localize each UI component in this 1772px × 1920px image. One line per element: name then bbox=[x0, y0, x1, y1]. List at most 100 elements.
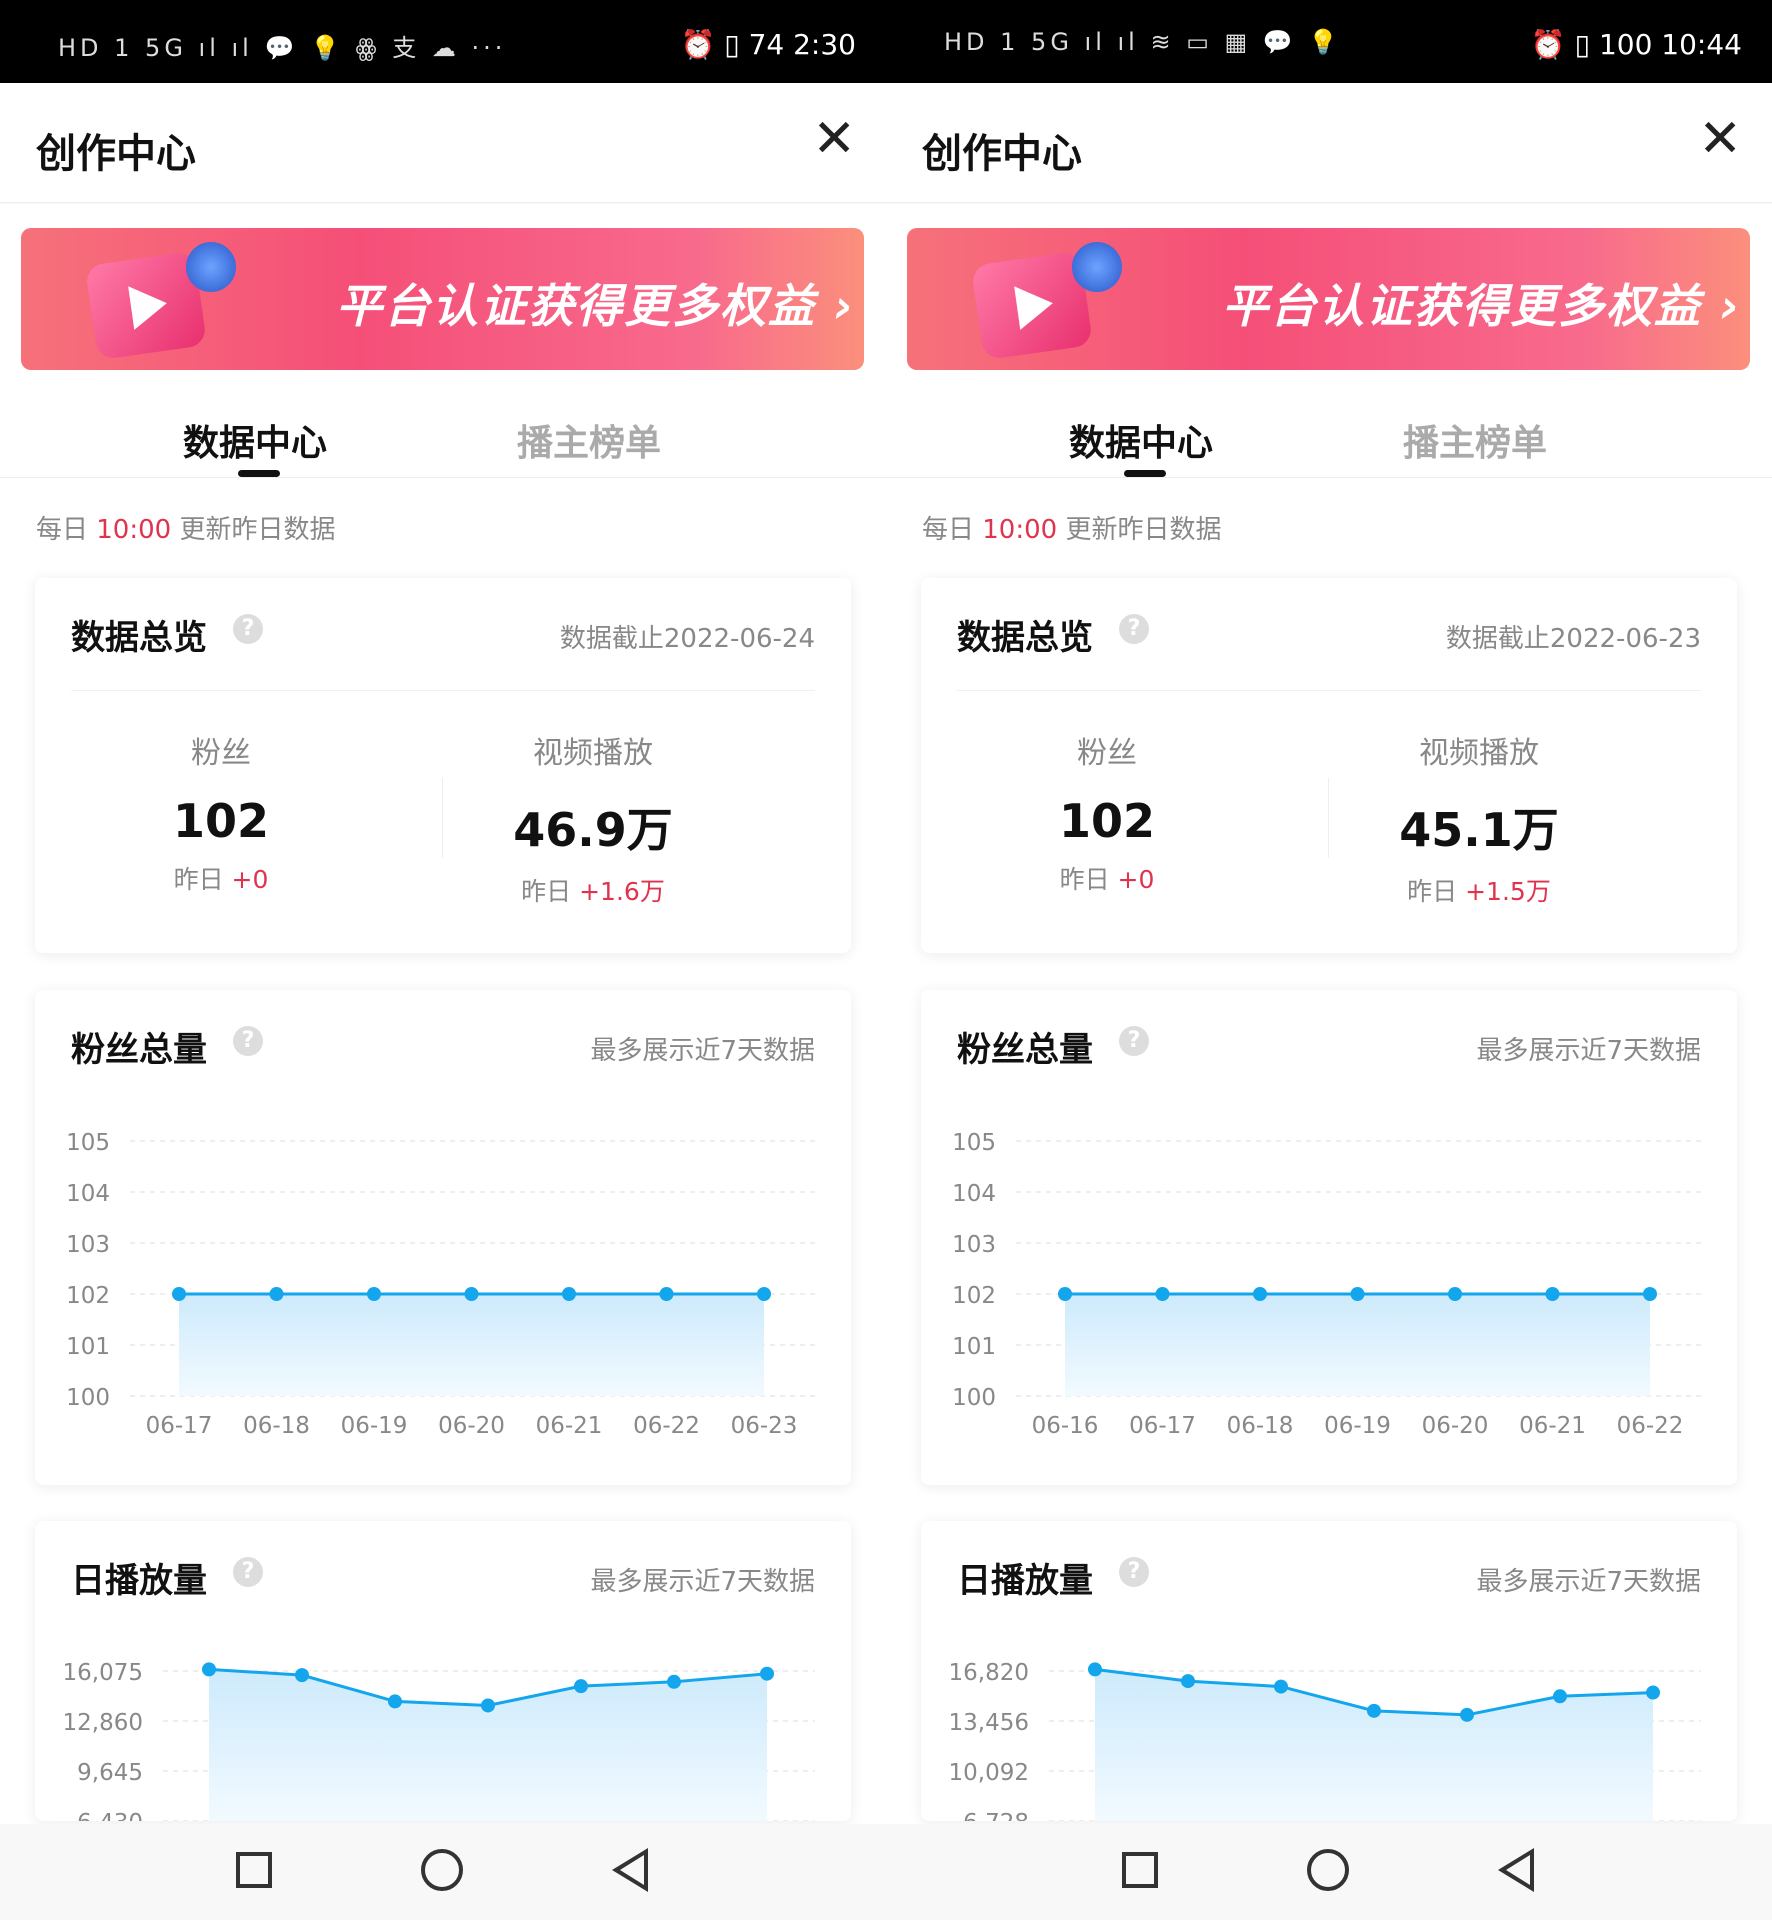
certification-banner[interactable]: 平台认证获得更多权益 › bbox=[907, 228, 1750, 370]
clock: 2:30 bbox=[793, 28, 856, 61]
battery-level: 100 bbox=[1598, 28, 1653, 61]
delta-label: 昨日 bbox=[173, 865, 232, 894]
home-icon[interactable] bbox=[421, 1849, 463, 1891]
data-point bbox=[1646, 1685, 1660, 1700]
x-tick-label: 06-21 bbox=[1519, 1413, 1586, 1439]
banner-text: 平台认证获得更多权益 › bbox=[336, 279, 855, 333]
status-icons: HD 1 5G ıl ıl ≋ ▭ ▦ 💬 💡 bbox=[944, 28, 1343, 56]
close-icon[interactable]: ✕ bbox=[1698, 109, 1742, 169]
card-title: 数据总览 bbox=[957, 618, 1093, 658]
y-tick-label: 12,860 bbox=[63, 1710, 143, 1736]
y-tick-label: 10,092 bbox=[949, 1760, 1029, 1786]
data-point bbox=[464, 1287, 479, 1301]
delta-label: 昨日 bbox=[521, 877, 580, 906]
y-tick-label: 101 bbox=[952, 1334, 996, 1360]
card-note: 最多展示近7天数据 bbox=[1476, 1036, 1701, 1066]
as-of-date: 数据截止2022-06-23 bbox=[1445, 624, 1701, 654]
x-tick-label: 06-16 bbox=[1032, 1413, 1099, 1439]
data-point bbox=[388, 1694, 402, 1709]
data-point bbox=[1448, 1287, 1462, 1301]
notice-time: 10:00 bbox=[96, 515, 172, 545]
back-icon[interactable] bbox=[1498, 1848, 1534, 1892]
card-note: 最多展示近7天数据 bbox=[1476, 1567, 1701, 1597]
y-tick-label: 105 bbox=[66, 1130, 110, 1156]
data-point bbox=[1253, 1287, 1267, 1301]
data-point bbox=[760, 1666, 774, 1681]
y-tick-label: 13,456 bbox=[949, 1710, 1029, 1736]
daily-plays-chart: 16,075 12,860 9,645 6,430 bbox=[63, 1660, 815, 1821]
header: 创作中心 ✕ bbox=[0, 83, 886, 203]
data-point bbox=[1181, 1674, 1195, 1689]
y-tick-label: 16,820 bbox=[949, 1660, 1029, 1686]
data-point bbox=[172, 1287, 186, 1301]
card-note: 最多展示近7天数据 bbox=[590, 1567, 815, 1597]
delta-value: +0 bbox=[1117, 865, 1155, 894]
data-point bbox=[1274, 1679, 1288, 1694]
card-title: 粉丝总量 bbox=[957, 1030, 1093, 1070]
notice-time: 10:00 bbox=[982, 515, 1058, 545]
divider bbox=[957, 690, 1701, 691]
help-icon[interactable]: ? bbox=[233, 1557, 263, 1587]
data-point bbox=[1643, 1287, 1657, 1301]
metric-fans: 粉丝 102 昨日 +0 bbox=[921, 728, 1293, 896]
divider bbox=[71, 690, 815, 691]
recent-apps-icon[interactable] bbox=[236, 1852, 272, 1888]
x-tick-label: 06-20 bbox=[438, 1413, 505, 1439]
update-notice: 每日 10:00 更新昨日数据 bbox=[36, 509, 335, 546]
y-tick-label: 101 bbox=[66, 1334, 110, 1360]
delta-label: 昨日 bbox=[1407, 877, 1466, 906]
tab-streamer-ranking[interactable]: 播主榜单 bbox=[517, 423, 662, 464]
help-icon[interactable]: ? bbox=[1119, 1557, 1149, 1587]
data-point bbox=[1460, 1707, 1474, 1722]
home-icon[interactable] bbox=[1307, 1849, 1349, 1891]
card-title: 数据总览 bbox=[71, 618, 207, 658]
data-point bbox=[295, 1668, 309, 1683]
metric-delta: 昨日 +0 bbox=[921, 860, 1293, 896]
system-nav-bar bbox=[0, 1824, 886, 1920]
y-tick-label: 9,645 bbox=[77, 1760, 143, 1786]
back-icon[interactable] bbox=[612, 1848, 648, 1892]
help-icon[interactable]: ? bbox=[233, 614, 263, 644]
microphone-icon bbox=[186, 242, 236, 292]
certification-banner[interactable]: 平台认证获得更多权益 › bbox=[21, 228, 864, 370]
area-fill bbox=[209, 1669, 767, 1821]
x-tick-label: 06-19 bbox=[1324, 1413, 1391, 1439]
card-title: 日播放量 bbox=[957, 1561, 1093, 1601]
tab-data-center[interactable]: 数据中心 bbox=[183, 423, 328, 464]
data-point bbox=[202, 1662, 216, 1677]
page-title: 创作中心 bbox=[922, 131, 1082, 177]
tab-data-center[interactable]: 数据中心 bbox=[1069, 423, 1214, 464]
metric-video-plays: 视频播放 46.9万 昨日 +1.6万 bbox=[407, 728, 779, 908]
microphone-icon bbox=[1072, 242, 1122, 292]
status-right: ⏰ ▯ 100 10:44 bbox=[1530, 28, 1742, 61]
fans-chart: 100 101 102 103 104 105 06-16 06-17 06-18 06-19 06… bbox=[952, 1130, 1701, 1439]
data-point bbox=[1545, 1287, 1560, 1301]
data-point bbox=[1058, 1287, 1072, 1301]
help-icon[interactable]: ? bbox=[1119, 1026, 1149, 1056]
y-tick-label: 6,728 bbox=[963, 1810, 1029, 1821]
data-point bbox=[574, 1679, 588, 1694]
help-icon[interactable]: ? bbox=[1119, 614, 1149, 644]
y-tick-label: 100 bbox=[952, 1385, 996, 1411]
close-icon[interactable]: ✕ bbox=[812, 109, 856, 169]
y-tick-label: 105 bbox=[952, 1130, 996, 1156]
delta-label: 昨日 bbox=[1059, 865, 1118, 894]
data-point bbox=[757, 1287, 771, 1301]
metric-delta: 昨日 +0 bbox=[35, 860, 407, 896]
data-point bbox=[269, 1287, 284, 1301]
recent-apps-icon[interactable] bbox=[1122, 1852, 1158, 1888]
fans-chart: 100 101 102 103 104 105 06-17 06-18 06-19 06-20 06… bbox=[66, 1130, 815, 1439]
x-tick-label: 06-22 bbox=[633, 1413, 700, 1439]
update-notice: 每日 10:00 更新昨日数据 bbox=[922, 509, 1221, 546]
as-of-date: 数据截止2022-06-24 bbox=[559, 624, 815, 654]
metric-delta: 昨日 +1.6万 bbox=[407, 872, 779, 908]
metric-fans: 粉丝 102 昨日 +0 bbox=[35, 728, 407, 896]
help-icon[interactable]: ? bbox=[233, 1026, 263, 1056]
delta-value: +1.6万 bbox=[579, 877, 665, 906]
status-bar: HD 1 5G ıl ıl 💬 💡 ꙮ 支 ☁ ··· ⏰ ▯ 74 2:30 bbox=[0, 0, 886, 83]
content: 平台认证获得更多权益 › 数据中心 播主榜单 每日 10:00 更新昨日数据 数… bbox=[0, 204, 886, 1920]
x-tick-label: 06-20 bbox=[1422, 1413, 1489, 1439]
status-right: ⏰ ▯ 74 2:30 bbox=[680, 28, 856, 61]
tab-streamer-ranking[interactable]: 播主榜单 bbox=[1403, 423, 1548, 464]
x-tick-label: 06-18 bbox=[243, 1413, 310, 1439]
